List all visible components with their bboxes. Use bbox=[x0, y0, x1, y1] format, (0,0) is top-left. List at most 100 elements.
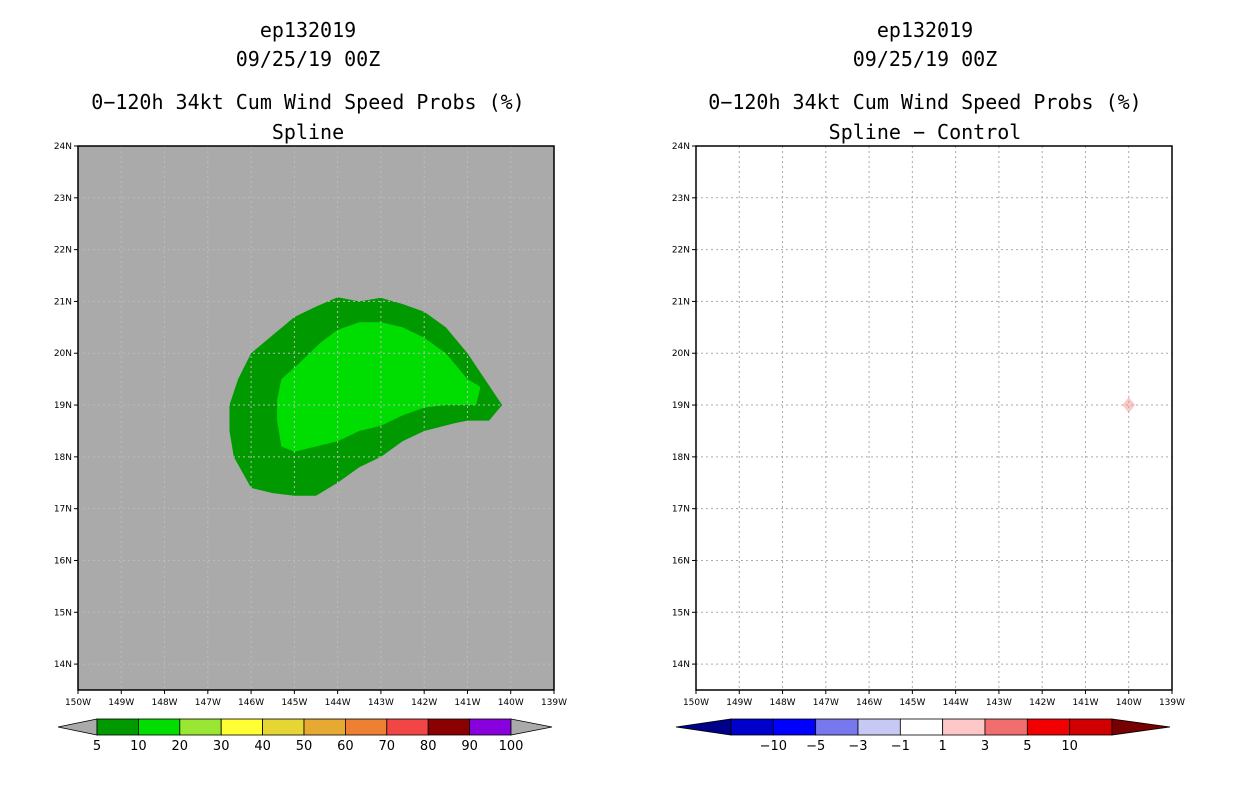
left-x-tick-label: 141W bbox=[454, 698, 480, 708]
right-colorbar-label: −5 bbox=[806, 739, 825, 754]
left-y-tick-label: 22N bbox=[54, 246, 72, 256]
left-x-tick-label: 142W bbox=[411, 698, 437, 708]
left-x-tick-label: 149W bbox=[108, 698, 134, 708]
right-storm-id: ep132019 bbox=[876, 18, 974, 42]
left-x-tick-label: 146W bbox=[238, 698, 264, 708]
left-colorbar-label: 20 bbox=[172, 739, 189, 754]
left-colorbar-label: 10 bbox=[130, 739, 147, 754]
left-y-tick-label: 20N bbox=[54, 349, 72, 359]
right-plot-frame bbox=[695, 145, 1173, 691]
right-colorbar-swatch bbox=[1026, 718, 1071, 736]
left-colorbar-high-arrow bbox=[510, 718, 553, 736]
left-colorbar-swatch bbox=[427, 718, 471, 736]
right-y-tick-label: 18N bbox=[672, 453, 690, 463]
left-x-tick-label: 148W bbox=[152, 698, 178, 708]
right-contour-1-3 bbox=[1122, 397, 1136, 413]
left-y-tick-label: 17N bbox=[54, 505, 72, 515]
left-x-tick-label: 139W bbox=[541, 698, 567, 708]
left-x-tick-label: 145W bbox=[281, 698, 307, 708]
left-colorbar-swatch bbox=[344, 718, 388, 736]
right-plot-background bbox=[696, 146, 1172, 690]
left-x-tick-label: 150W bbox=[65, 698, 91, 708]
left-y-tick-label: 14N bbox=[54, 660, 72, 670]
right-x-tick-label: 147W bbox=[813, 698, 839, 708]
left-y-tick-label: 24N bbox=[54, 142, 72, 152]
left-colorbar-swatch bbox=[386, 718, 429, 736]
left-y-tick-label: 19N bbox=[54, 401, 72, 411]
right-colorbar-swatch bbox=[984, 718, 1028, 736]
right-x-tick-label: 144W bbox=[943, 698, 969, 708]
left-colorbar-label: 60 bbox=[337, 739, 354, 754]
left-colorbar-label: 40 bbox=[254, 739, 271, 754]
left-plot-frame bbox=[77, 145, 555, 691]
right-title: 0−120h 34kt Cum Wind Speed Probs (%) bbox=[708, 90, 1142, 114]
right-y-tick-label: 14N bbox=[672, 660, 690, 670]
left-colorbar-swatch bbox=[96, 718, 139, 736]
left-datetime: 09/25/19 00Z bbox=[235, 47, 381, 71]
right-x-tick-label: 139W bbox=[1159, 698, 1185, 708]
right-y-tick-label: 15N bbox=[672, 608, 690, 618]
right-colorbar-swatch bbox=[772, 718, 817, 736]
right-y-tick-label: 20N bbox=[672, 349, 690, 359]
right-y-tick-label: 16N bbox=[672, 556, 690, 566]
right-x-tick-label: 145W bbox=[899, 698, 925, 708]
left-colorbar-swatch bbox=[303, 718, 346, 736]
right-colorbar-swatch bbox=[899, 718, 944, 736]
right-x-tick-label: 140W bbox=[1116, 698, 1142, 708]
left-colorbar-swatch bbox=[220, 718, 263, 736]
right-colorbar-low-arrow bbox=[675, 718, 732, 736]
left-x-tick-label: 143W bbox=[368, 698, 394, 708]
left-colorbar-swatch bbox=[262, 718, 305, 736]
right-subtitle: Spline − Control bbox=[828, 120, 1022, 144]
right-colorbar-label: 10 bbox=[1061, 739, 1078, 754]
left-y-tick-label: 16N bbox=[54, 556, 72, 566]
left-y-tick-label: 21N bbox=[54, 297, 72, 307]
right-colorbar-label: 1 bbox=[939, 739, 947, 754]
left-colorbar-swatch bbox=[137, 718, 181, 736]
right-colorbar-swatch bbox=[815, 718, 859, 736]
left-y-tick-label: 18N bbox=[54, 453, 72, 463]
left-y-tick-label: 23N bbox=[54, 194, 72, 204]
left-colorbar-label: 50 bbox=[296, 739, 313, 754]
left-contour-10-20 bbox=[277, 322, 481, 452]
left-y-tick-label: 15N bbox=[54, 608, 72, 618]
left-storm-id: ep132019 bbox=[259, 18, 357, 42]
left-colorbar-label: 70 bbox=[379, 739, 396, 754]
right-x-tick-label: 149W bbox=[726, 698, 752, 708]
right-colorbar-label: −1 bbox=[891, 739, 910, 754]
left-colorbar-label: 90 bbox=[461, 739, 478, 754]
left-subtitle: Spline bbox=[271, 120, 345, 144]
right-x-tick-label: 143W bbox=[986, 698, 1012, 708]
right-colorbar-swatch bbox=[1069, 718, 1113, 736]
left-x-tick-label: 144W bbox=[325, 698, 351, 708]
left-colorbar-low-arrow bbox=[57, 718, 98, 736]
right-y-tick-label: 19N bbox=[672, 401, 690, 411]
right-x-tick-label: 142W bbox=[1029, 698, 1055, 708]
left-colorbar-label: 5 bbox=[93, 739, 101, 754]
left-x-tick-label: 140W bbox=[498, 698, 524, 708]
right-colorbar-label: 3 bbox=[981, 739, 989, 754]
left-colorbar-label: 100 bbox=[499, 739, 524, 754]
right-y-tick-label: 21N bbox=[672, 297, 690, 307]
right-x-tick-label: 141W bbox=[1072, 698, 1098, 708]
right-x-tick-label: 150W bbox=[683, 698, 709, 708]
right-datetime: 09/25/19 00Z bbox=[852, 47, 998, 71]
right-colorbar-label: −3 bbox=[848, 739, 867, 754]
left-colorbar-label: 30 bbox=[213, 739, 230, 754]
left-colorbar-swatch bbox=[179, 718, 222, 736]
right-y-tick-label: 22N bbox=[672, 246, 690, 256]
right-x-tick-label: 148W bbox=[770, 698, 796, 708]
left-x-tick-label: 147W bbox=[195, 698, 221, 708]
right-y-tick-label: 17N bbox=[672, 505, 690, 515]
right-y-tick-label: 23N bbox=[672, 194, 690, 204]
right-colorbar-high-arrow bbox=[1111, 718, 1171, 736]
right-y-tick-label: 24N bbox=[672, 142, 690, 152]
right-colorbar-label: −10 bbox=[760, 739, 787, 754]
right-x-tick-label: 146W bbox=[856, 698, 882, 708]
left-colorbar-swatch bbox=[469, 718, 512, 736]
right-colorbar-label: 5 bbox=[1023, 739, 1031, 754]
right-colorbar-swatch bbox=[857, 718, 901, 736]
right-colorbar-swatch bbox=[730, 718, 774, 736]
left-colorbar-label: 80 bbox=[420, 739, 437, 754]
